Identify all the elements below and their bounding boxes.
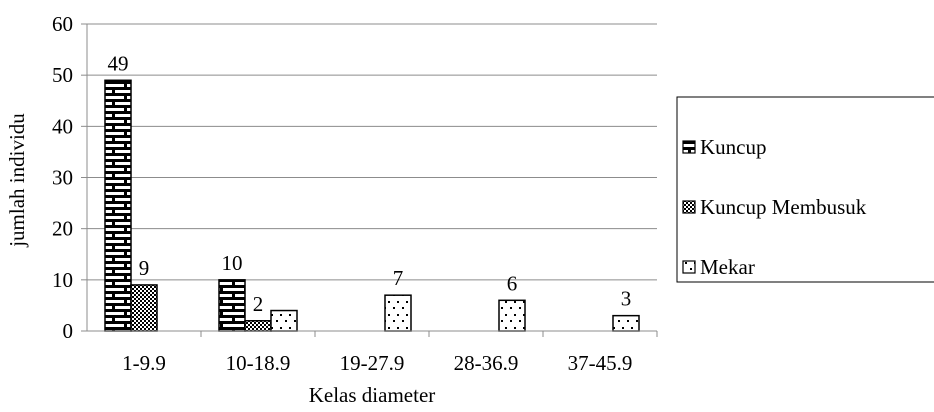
data-label: 2 [253,292,264,316]
y-tick-label: 50 [52,63,73,87]
data-label: 10 [222,251,243,275]
x-tick-label: 28-36.9 [454,351,519,375]
y-tick-label: 20 [52,217,73,241]
bar-kuncup-membusuk [244,320,272,332]
y-tick-label: 60 [52,12,73,36]
bar-mekar [384,294,412,332]
bar-kuncup [104,79,132,332]
legend-frame [676,96,934,283]
bars [104,79,640,332]
bar-kuncup [218,279,246,332]
bar-mekar [270,309,298,332]
bar-mekar [612,314,640,332]
bar-kuncup-membusuk [130,284,158,332]
x-tick-label: 1-9.9 [122,351,166,375]
data-label: 6 [507,271,518,295]
x-tick-label: 10-18.9 [226,351,291,375]
data-label: 49 [108,51,129,75]
y-tick-label: 0 [63,319,74,343]
bar-mekar [498,299,526,332]
y-tick-label: 40 [52,114,73,138]
y-axis-title: jumlah individu [5,113,29,248]
data-label: 3 [621,287,632,311]
x-tick-label: 19-27.9 [340,351,405,375]
gridlines [81,23,657,332]
legend-label: Mekar [700,255,755,279]
y-tick-label: 30 [52,166,73,190]
data-labels: 49 10 9 2 7 6 3 [108,51,632,315]
legend: Kuncup Kuncup Membusuk Mekar [676,96,934,283]
legend-swatch [682,260,696,274]
x-axis-title: Kelas diameter [309,383,436,407]
x-tick-label: 37-45.9 [568,351,633,375]
legend-swatch [682,140,696,154]
y-tick-label: 10 [52,268,73,292]
data-label: 7 [393,266,404,290]
y-axis-ticks: 0 10 20 30 40 50 60 [52,12,73,343]
data-label: 9 [139,256,150,280]
legend-swatch [682,200,696,214]
x-axis-ticks: 1-9.9 10-18.9 19-27.9 28-36.9 37-45.9 [122,331,658,375]
legend-label: Kuncup [700,135,767,159]
legend-label: Kuncup Membusuk [700,195,867,219]
